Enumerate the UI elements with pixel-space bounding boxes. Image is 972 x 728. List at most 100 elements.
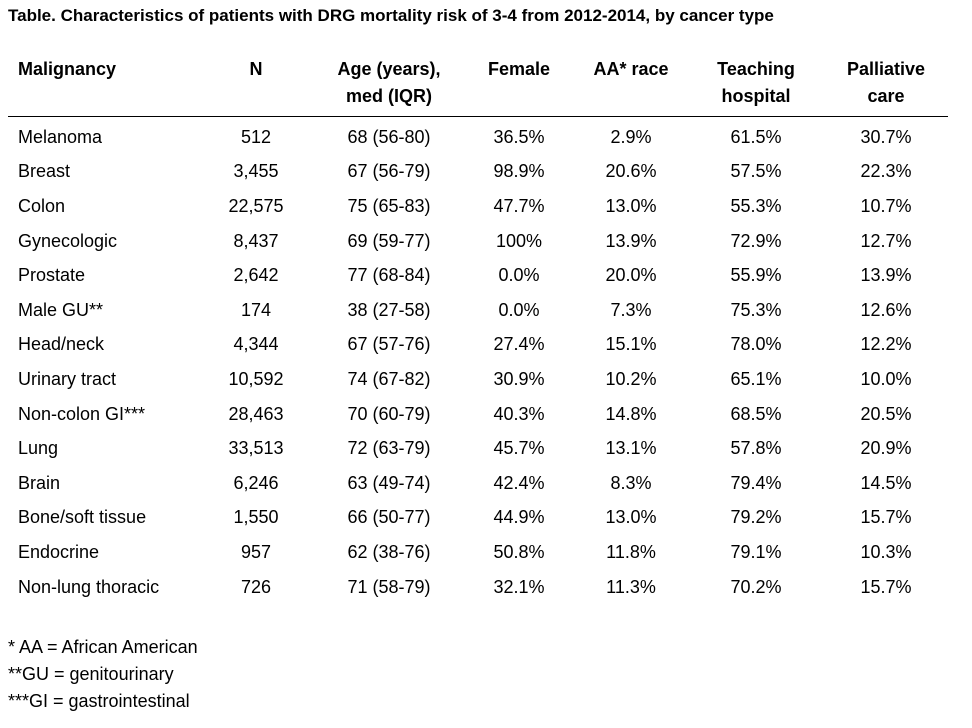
cell-teaching-hospital: 75.3% xyxy=(730,299,782,320)
cell-palliative-care: 15.7% xyxy=(860,576,912,597)
cell-age: 72 (63-79) xyxy=(347,438,431,459)
table-row: Male GU** 174 38 (27-58) 0.0% 7.3% 75.3% 12.6% xyxy=(8,293,948,328)
cell-n: 1,550 xyxy=(233,507,279,528)
cell-palliative-care: 12.6% xyxy=(860,299,912,320)
cell-aa-race: 11.3% xyxy=(606,576,656,597)
table-row: Lung 33,513 72 (63-79) 45.7% 13.1% 57.8% 20.9% xyxy=(8,431,948,466)
cell-malignancy: Non-colon GI*** xyxy=(18,403,146,424)
footnote-gi: ***GI = gastrointestinal xyxy=(8,691,190,711)
cell-n: 4,344 xyxy=(233,334,279,355)
cell-female: 45.7% xyxy=(493,438,545,459)
cell-age: 69 (59-77) xyxy=(347,230,431,251)
cell-teaching-hospital: 55.9% xyxy=(730,265,782,286)
cell-palliative-care: 12.7% xyxy=(860,230,912,251)
table-title: Table. Characteristics of patients with … xyxy=(8,6,774,25)
cell-palliative-care: 20.5% xyxy=(860,403,912,424)
cell-aa-race: 7.3% xyxy=(610,299,652,320)
cell-aa-race: 13.9% xyxy=(605,230,657,251)
table-row: Head/neck 4,344 67 (57-76) 27.4% 15.1% 78.0% 1… xyxy=(8,328,948,363)
cell-age: 63 (49-74) xyxy=(347,472,431,493)
cell-malignancy: Brain xyxy=(18,472,61,493)
table-row: Colon 22,575 75 (65-83) 47.7% 13.0% 55.3% 10.7… xyxy=(8,189,948,224)
cell-age: 62 (38-76) xyxy=(347,541,431,562)
cell-female: 98.9% xyxy=(493,161,545,182)
cell-n: 3,455 xyxy=(233,161,279,182)
cell-female: 36.5% xyxy=(493,126,545,147)
cell-teaching-hospital: 79.1% xyxy=(730,541,782,562)
cell-aa-race: 13.0% xyxy=(605,507,657,528)
cell-n: 22,575 xyxy=(228,195,284,216)
cell-n: 957 xyxy=(240,541,272,562)
cell-aa-race: 11.8% xyxy=(606,541,656,562)
cell-malignancy: Colon xyxy=(18,195,66,216)
cell-female: 50.8% xyxy=(493,541,545,562)
cell-aa-race: 2.9% xyxy=(610,126,652,147)
cell-malignancy: Lung xyxy=(18,438,59,459)
cell-aa-race: 14.8% xyxy=(605,403,657,424)
header-teaching-hospital: Teaching hospital xyxy=(688,54,824,117)
cell-palliative-care: 10.7% xyxy=(860,195,912,216)
header-malignancy: Malignancy xyxy=(8,54,198,117)
cell-teaching-hospital: 57.8% xyxy=(730,438,782,459)
cell-palliative-care: 30.7% xyxy=(860,126,912,147)
footnote-gu: **GU = genitourinary xyxy=(8,664,174,684)
cell-female: 47.7% xyxy=(493,195,545,216)
cell-teaching-hospital: 79.4% xyxy=(730,472,782,493)
cell-malignancy: Head/neck xyxy=(18,334,105,355)
cell-female: 32.1% xyxy=(493,576,545,597)
cell-palliative-care: 20.9% xyxy=(860,438,912,459)
cell-teaching-hospital: 65.1% xyxy=(730,368,782,389)
cell-n: 174 xyxy=(240,299,272,320)
header-n: N xyxy=(198,54,314,117)
cell-malignancy: Male GU** xyxy=(18,299,104,320)
cell-female: 0.0% xyxy=(498,299,540,320)
cell-palliative-care: 15.7% xyxy=(860,507,912,528)
cell-n: 28,463 xyxy=(228,403,284,424)
table-row: Urinary tract 10,592 74 (67-82) 30.9% 10.2% 6… xyxy=(8,362,948,397)
cell-teaching-hospital: 79.2% xyxy=(730,507,782,528)
cell-teaching-hospital: 78.0% xyxy=(730,334,782,355)
cell-age: 71 (58-79) xyxy=(347,576,431,597)
cell-malignancy: Urinary tract xyxy=(18,368,117,389)
cell-palliative-care: 14.5% xyxy=(860,472,912,493)
cell-female: 27.4% xyxy=(493,334,545,355)
cell-malignancy: Endocrine xyxy=(18,541,100,562)
cell-malignancy: Gynecologic xyxy=(18,230,118,251)
footnotes: * AA = African American **GU = genitouri… xyxy=(8,634,198,715)
cell-age: 70 (60-79) xyxy=(347,403,431,424)
cell-palliative-care: 22.3% xyxy=(860,161,912,182)
table-row: Breast 3,455 67 (56-79) 98.9% 20.6% 57.5% 22.3… xyxy=(8,155,948,190)
cell-age: 75 (65-83) xyxy=(347,195,431,216)
cell-teaching-hospital: 57.5% xyxy=(730,161,782,182)
cell-female: 40.3% xyxy=(493,403,545,424)
cell-female: 0.0% xyxy=(498,265,540,286)
cell-age: 67 (57-76) xyxy=(347,334,431,355)
cell-aa-race: 20.0% xyxy=(605,265,657,286)
footnote-aa: * AA = African American xyxy=(8,637,198,657)
cell-female: 44.9% xyxy=(493,507,545,528)
cell-aa-race: 13.1% xyxy=(605,438,657,459)
table-row: Endocrine 957 62 (38-76) 50.8% 11.8% 79.1% 10.… xyxy=(8,535,948,570)
cell-palliative-care: 10.3% xyxy=(860,541,912,562)
cell-teaching-hospital: 61.5% xyxy=(730,126,782,147)
cell-malignancy: Bone/soft tissue xyxy=(18,507,147,528)
cell-aa-race: 10.2% xyxy=(605,368,657,389)
cell-palliative-care: 10.0% xyxy=(860,368,912,389)
table-row: Non-colon GI*** 28,463 70 (60-79) 40.3% 14.8… xyxy=(8,397,948,432)
cell-malignancy: Breast xyxy=(18,161,71,182)
cell-aa-race: 15.1% xyxy=(605,334,657,355)
cell-female: 42.4% xyxy=(493,472,545,493)
header-palliative-care: Palliative care xyxy=(824,54,948,117)
cell-age: 68 (56-80) xyxy=(347,126,431,147)
cell-n: 2,642 xyxy=(233,265,279,286)
table-row: Prostate 2,642 77 (68-84) 0.0% 20.0% 55.9% 13.… xyxy=(8,258,948,293)
table-row: Gynecologic 8,437 69 (59-77) 100% 13.9% 72.9%… xyxy=(8,224,948,259)
cell-teaching-hospital: 72.9% xyxy=(730,230,782,251)
table-body: Melanoma 512 68 (56-80) 36.5% 2.9% 61.5% 30.7%… xyxy=(8,117,948,605)
header-female: Female xyxy=(464,54,574,117)
cell-malignancy: Melanoma xyxy=(18,126,103,147)
cell-teaching-hospital: 70.2% xyxy=(730,576,782,597)
characteristics-table: Malignancy N Age (years), med (IQR) Fema… xyxy=(8,54,948,604)
cell-n: 33,513 xyxy=(228,438,284,459)
cell-n: 726 xyxy=(240,576,272,597)
